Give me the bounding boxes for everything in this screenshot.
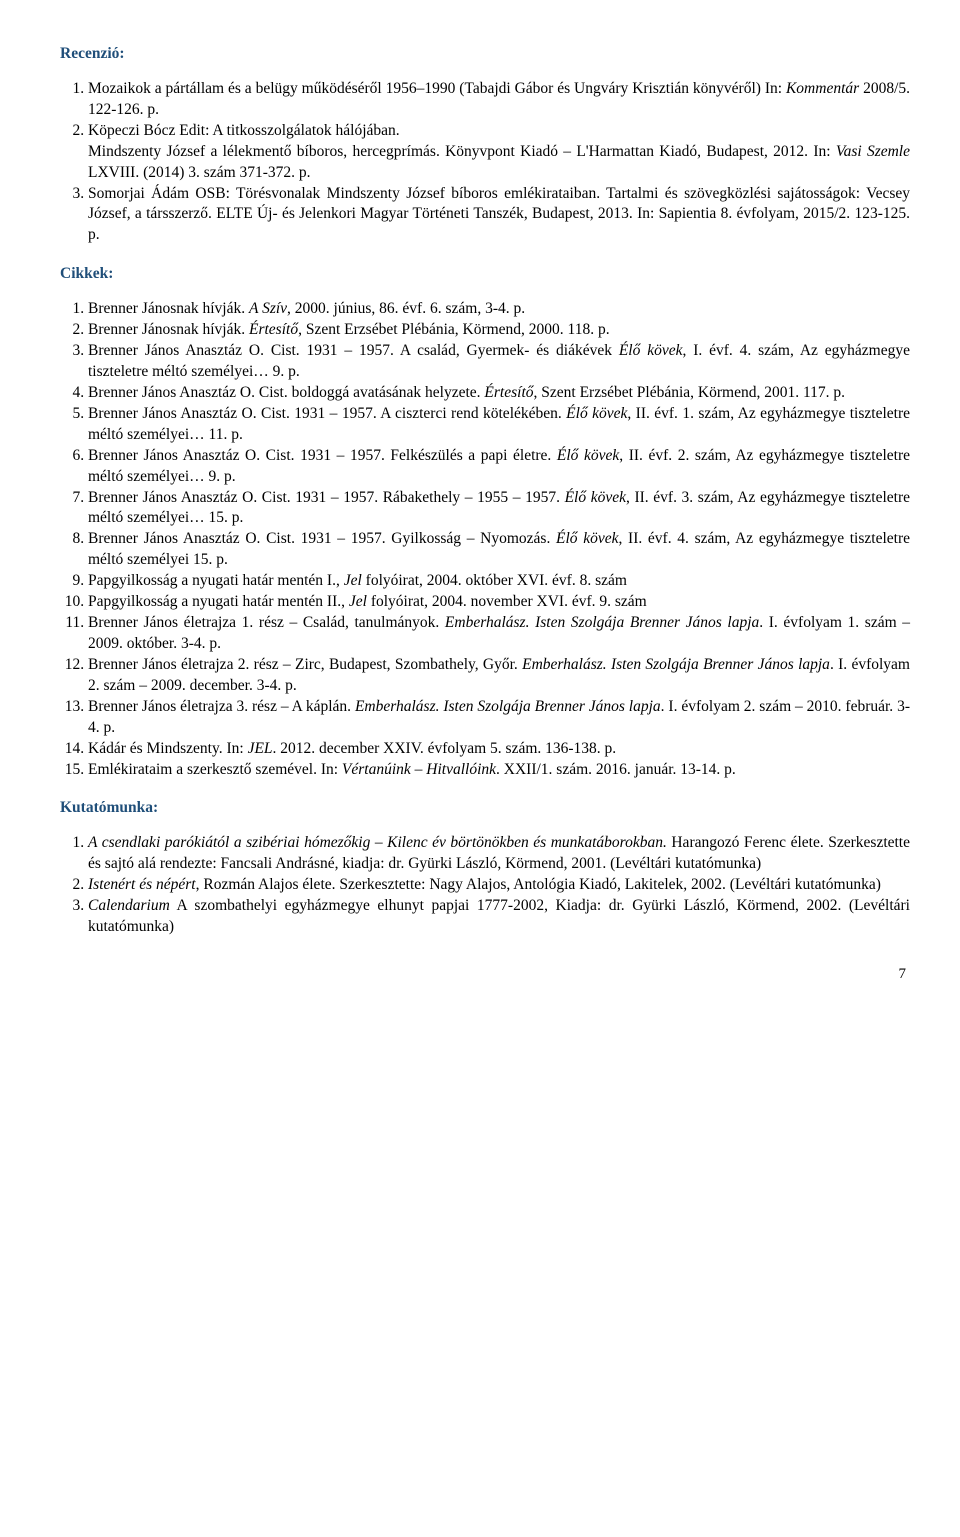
text: Brenner Jánosnak hívják.: [88, 321, 249, 338]
heading-cikkek: Cikkek:: [60, 264, 910, 285]
text-italic: Élő kövek: [556, 530, 618, 547]
text-italic: Élő kövek: [619, 342, 683, 359]
text-italic: Kommentár: [786, 80, 859, 97]
text: Brenner János Anasztáz O. Cist. boldoggá…: [88, 384, 484, 401]
text: Somorjai Ádám OSB: Törésvonalak Mindszen…: [88, 185, 910, 244]
text: . 2012. december XXIV. évfolyam 5. szám.…: [273, 740, 617, 757]
text: , Szent Erzsébet Plébánia, Körmend, 2000…: [298, 321, 610, 338]
text: Brenner János Anasztáz O. Cist. 1931 – 1…: [88, 405, 566, 422]
text: Papgyilkosság a nyugati határ mentén II.…: [88, 593, 349, 610]
text-italic: A Szív: [249, 300, 287, 317]
text-italic: Jel: [349, 593, 367, 610]
text-italic: Calendarium: [88, 897, 170, 914]
text: A szombathelyi egyházmegye elhunyt papja…: [88, 897, 910, 935]
text-italic: Emberhalász. Isten Szolgája Brenner Jáno…: [522, 656, 830, 673]
text: , 2000. június, 86. évf. 6. szám, 3-4. p…: [287, 300, 525, 317]
text: Brenner Jánosnak hívják.: [88, 300, 249, 317]
text: Brenner János Anasztáz O. Cist. 1931 – 1…: [88, 342, 619, 359]
text: LXVIII. (2014) 3. szám 371-372. p.: [88, 164, 311, 181]
recenzio-item: Köpeczi Bócz Edit: A titkosszolgálatok h…: [88, 121, 910, 184]
page-number: 7: [60, 964, 910, 984]
text: Brenner János Anasztáz O. Cist. 1931 – 1…: [88, 489, 565, 506]
cikkek-list: Brenner Jánosnak hívják. A Szív, 2000. j…: [60, 299, 910, 780]
text: Mozaikok a pártállam és a belügy működés…: [88, 80, 786, 97]
list-item: Brenner János Anasztáz O. Cist. 1931 – 1…: [88, 446, 910, 488]
text-italic: Élő kövek: [566, 405, 627, 422]
list-item: Emlékirataim a szerkesztő szemével. In: …: [88, 760, 910, 781]
text-italic: Élő kövek: [557, 447, 619, 464]
text: , Rozmán Alajos élete. Szerkesztette: Na…: [196, 876, 881, 893]
text: , Szent Erzsébet Plébánia, Körmend, 2001…: [534, 384, 846, 401]
recenzio-item: Somorjai Ádám OSB: Törésvonalak Mindszen…: [88, 184, 910, 247]
text: Emlékirataim a szerkesztő szemével. In:: [88, 761, 342, 778]
list-item: A csendlaki parókiától a szibériai hómez…: [88, 833, 910, 875]
text: Kádár és Mindszenty. In:: [88, 740, 248, 757]
text-italic: Élő kövek: [565, 489, 626, 506]
list-item: Brenner János Anasztáz O. Cist. 1931 – 1…: [88, 529, 910, 571]
text-italic: Vasi Szemle: [836, 143, 910, 160]
list-item: Brenner János Anasztáz O. Cist. 1931 – 1…: [88, 488, 910, 530]
text: Mindszenty József a lélekmentő bíboros, …: [88, 143, 836, 160]
text: folyóirat, 2004. október XVI. évf. 8. sz…: [362, 572, 627, 589]
recenzio-list: Mozaikok a pártállam és a belügy működés…: [60, 79, 910, 246]
text-italic: Értesítő: [249, 321, 298, 338]
list-item: Brenner János Anasztáz O. Cist. 1931 – 1…: [88, 341, 910, 383]
list-item: Brenner János életrajza 1. rész – Család…: [88, 613, 910, 655]
text: Brenner János életrajza 1. rész – Család…: [88, 614, 445, 631]
list-item: Brenner Jánosnak hívják. A Szív, 2000. j…: [88, 299, 910, 320]
list-item: Papgyilkosság a nyugati határ mentén I.,…: [88, 571, 910, 592]
heading-recenzio: Recenzió:: [60, 44, 910, 65]
text: Brenner János életrajza 2. rész – Zirc, …: [88, 656, 522, 673]
text: folyóirat, 2004. november XVI. évf. 9. s…: [367, 593, 647, 610]
list-item: Brenner János életrajza 3. rész – A kápl…: [88, 697, 910, 739]
recenzio-item: Mozaikok a pártállam és a belügy működés…: [88, 79, 910, 121]
text: Köpeczi Bócz Edit: A titkosszolgálatok h…: [88, 122, 400, 139]
kutatomunka-list: A csendlaki parókiától a szibériai hómez…: [60, 833, 910, 938]
list-item: Brenner János Anasztáz O. Cist. boldoggá…: [88, 383, 910, 404]
text-italic: JEL: [248, 740, 273, 757]
text-italic: A csendlaki parókiától a szibériai hómez…: [88, 834, 667, 851]
list-item: Brenner Jánosnak hívják. Értesítő, Szent…: [88, 320, 910, 341]
text: Brenner János Anasztáz O. Cist. 1931 – 1…: [88, 447, 557, 464]
list-item: Brenner János Anasztáz O. Cist. 1931 – 1…: [88, 404, 910, 446]
text-italic: Emberhalász. Isten Szolgája Brenner Jáno…: [445, 614, 759, 631]
list-item: Calendarium A szombathelyi egyházmegye e…: [88, 896, 910, 938]
text-italic: Értesítő: [484, 384, 533, 401]
text: . XXII/1. szám. 2016. január. 13-14. p.: [496, 761, 736, 778]
text: Papgyilkosság a nyugati határ mentén I.,: [88, 572, 344, 589]
list-item: Istenért és népért, Rozmán Alajos élete.…: [88, 875, 910, 896]
heading-kutatomunka: Kutatómunka:: [60, 798, 910, 819]
text-italic: Istenért és népért: [88, 876, 196, 893]
list-item: Kádár és Mindszenty. In: JEL. 2012. dece…: [88, 739, 910, 760]
text: Brenner János Anasztáz O. Cist. 1931 – 1…: [88, 530, 556, 547]
list-item: Papgyilkosság a nyugati határ mentén II.…: [88, 592, 910, 613]
list-item: Brenner János életrajza 2. rész – Zirc, …: [88, 655, 910, 697]
text-italic: Vértanúink – Hitvallóink: [342, 761, 496, 778]
text: Brenner János életrajza 3. rész – A kápl…: [88, 698, 355, 715]
text-italic: Jel: [344, 572, 362, 589]
text-italic: Emberhalász. Isten Szolgája Brenner Jáno…: [355, 698, 661, 715]
